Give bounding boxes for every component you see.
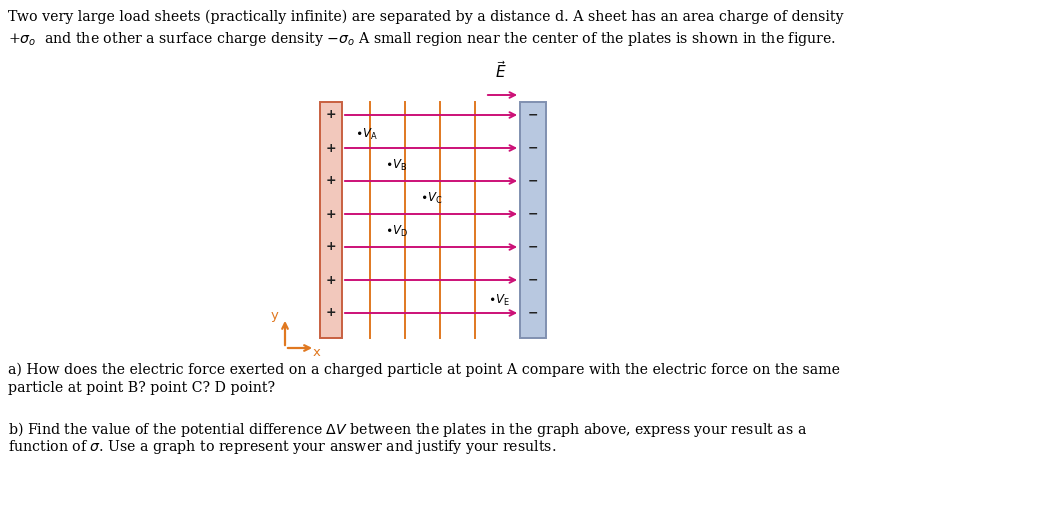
- Text: $\bullet V_\mathrm{E}$: $\bullet V_\mathrm{E}$: [488, 292, 510, 308]
- Text: $\bullet V_\mathrm{D}$: $\bullet V_\mathrm{D}$: [385, 224, 408, 239]
- Text: $\vec{E}$: $\vec{E}$: [495, 60, 506, 81]
- Text: −: −: [528, 240, 539, 253]
- Bar: [520, 102, 546, 338]
- Text: −: −: [528, 274, 539, 286]
- Text: −: −: [528, 174, 539, 187]
- Text: +$\sigma_o$  and the other a surface charge density $-\sigma_o$ A small region n: +$\sigma_o$ and the other a surface char…: [8, 30, 836, 48]
- Text: +: +: [325, 240, 337, 253]
- Text: −: −: [528, 307, 539, 320]
- Text: +: +: [325, 274, 337, 286]
- Text: −: −: [528, 108, 539, 121]
- Text: y: y: [271, 309, 279, 322]
- Text: a) How does the electric force exerted on a charged particle at point A compare : a) How does the electric force exerted o…: [8, 363, 840, 377]
- Text: +: +: [325, 142, 337, 155]
- Text: $\bullet V_\mathrm{B}$: $\bullet V_\mathrm{B}$: [385, 157, 407, 172]
- Text: +: +: [325, 108, 337, 121]
- Text: function of $\sigma$. Use a graph to represent your answer and justify your resu: function of $\sigma$. Use a graph to rep…: [8, 438, 556, 456]
- Text: $\bullet V_\mathrm{C}$: $\bullet V_\mathrm{C}$: [420, 190, 442, 206]
- Text: +: +: [325, 208, 337, 221]
- Text: b) Find the value of the potential difference $\Delta V$ between the plates in t: b) Find the value of the potential diffe…: [8, 420, 808, 439]
- Bar: [320, 102, 342, 338]
- Text: −: −: [528, 142, 539, 155]
- Text: +: +: [325, 307, 337, 320]
- Text: x: x: [313, 346, 321, 359]
- Text: $\bullet V_\mathrm{A}$: $\bullet V_\mathrm{A}$: [355, 127, 378, 142]
- Text: +: +: [325, 174, 337, 187]
- Text: Two very large load sheets (practically infinite) are separated by a distance d.: Two very large load sheets (practically …: [8, 10, 843, 24]
- Text: −: −: [528, 208, 539, 221]
- Text: particle at point B? point C? D point?: particle at point B? point C? D point?: [8, 381, 275, 395]
